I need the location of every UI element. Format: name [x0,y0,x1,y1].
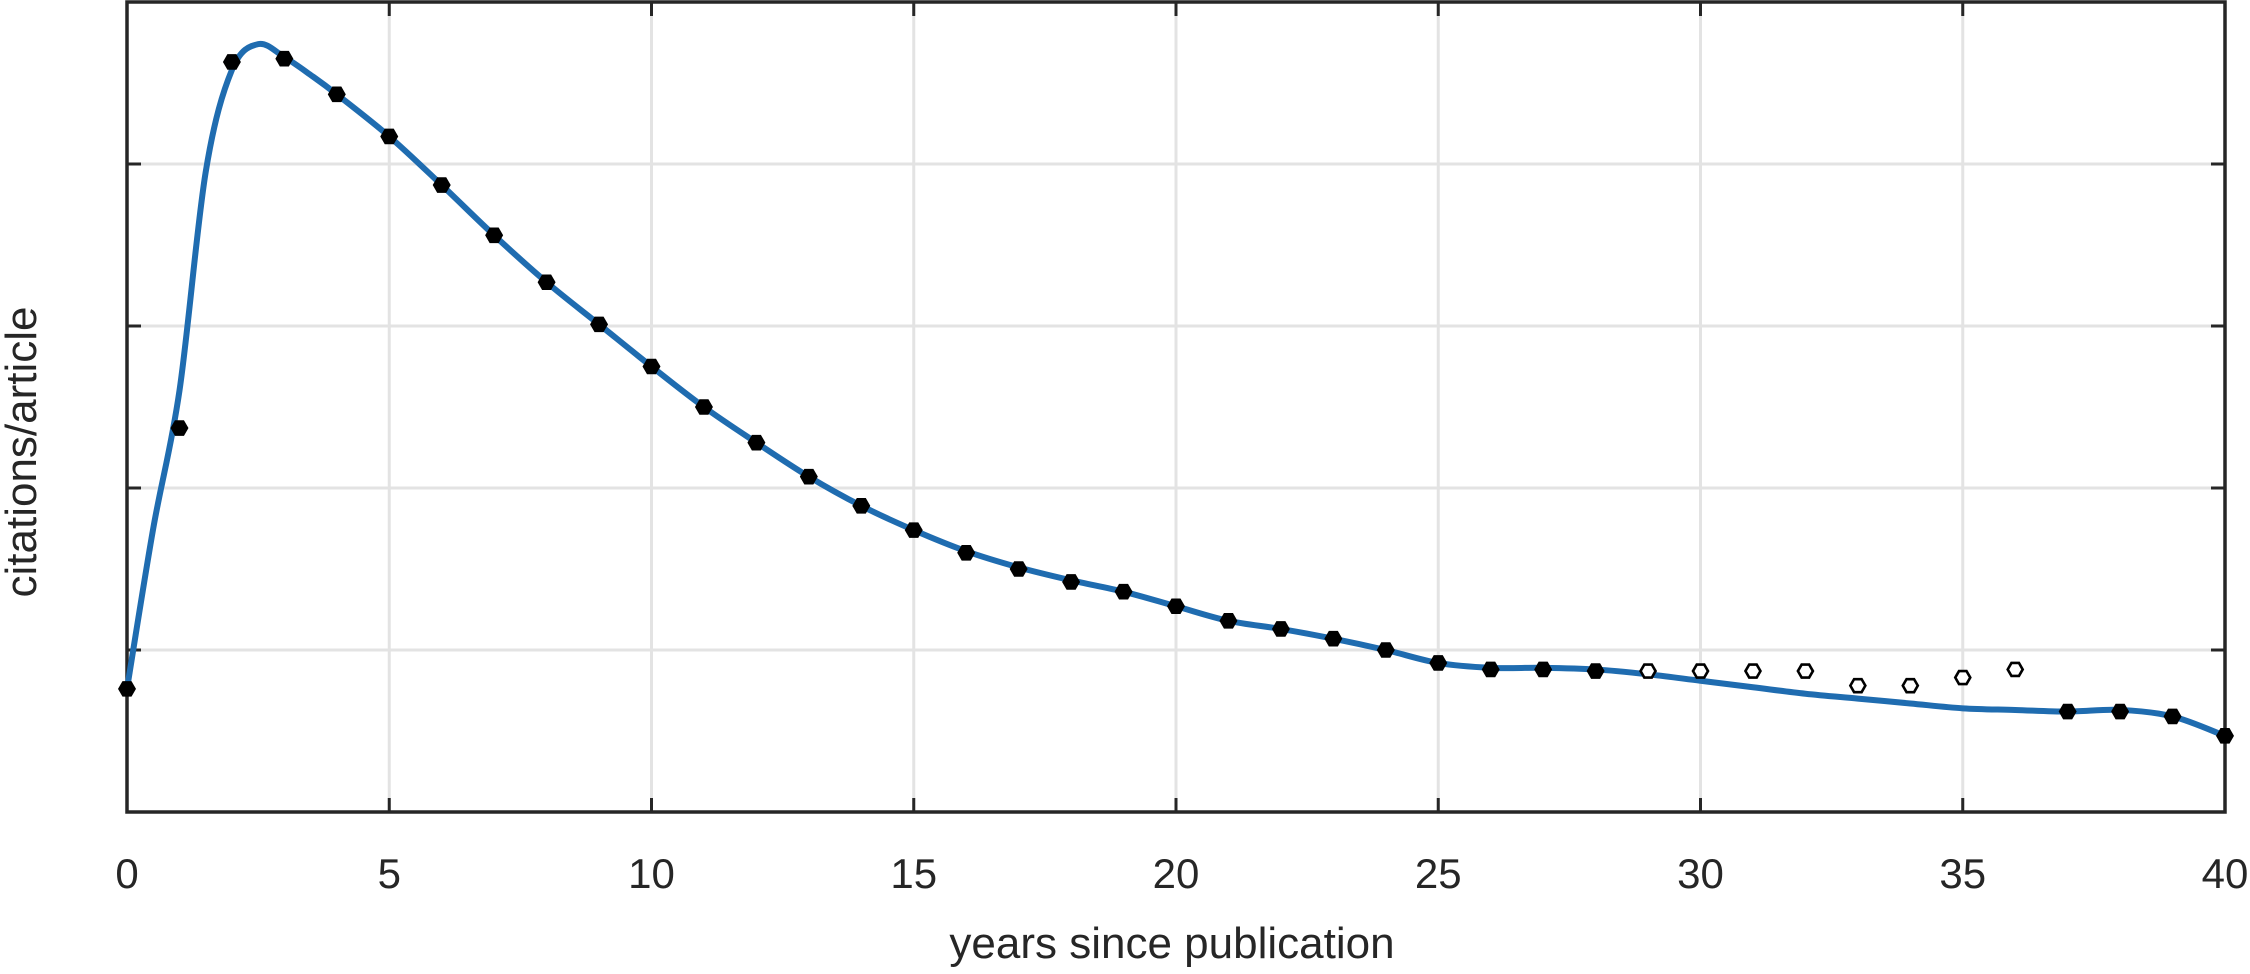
data-point-filled [2163,708,2182,725]
data-point-filled [170,420,189,436]
data-point-filled [2215,728,2235,744]
x-tick-labels: 0 5 10 15 20 25 30 35 40 [115,850,2248,897]
x-tick-label: 0 [115,850,138,897]
grid-layer [127,2,2225,812]
data-point-filled [852,498,871,514]
data-point-open [2006,661,2025,678]
x-tick-label: 35 [1939,850,1986,897]
data-point-filled [1481,661,1500,678]
x-tick-label: 30 [1677,850,1724,897]
data-point-filled [2058,703,2077,720]
data-point-open [1691,663,1710,679]
data-point-filled [275,50,294,67]
x-tick-label: 40 [2202,850,2249,897]
data-point-filled [1009,561,1028,577]
data-point-filled [380,128,399,145]
axes-frame [125,0,2227,814]
x-tick-label: 20 [1153,850,1200,897]
data-point-filled [590,316,609,333]
data-point-open [1848,677,1867,694]
data-point-filled [1271,621,1290,637]
data-point-filled [1429,655,1448,671]
data-point-filled [1166,598,1186,615]
x-tick-label: 15 [890,850,937,897]
data-point-filled [2111,703,2130,720]
marker-layer [117,50,2235,744]
data-point-filled [222,54,241,70]
x-tick-label: 5 [378,850,401,897]
data-point-filled [1324,630,1343,647]
data-point-open [1743,663,1762,679]
data-point-filled [432,177,451,193]
data-point-filled [957,545,976,561]
data-point-filled [1219,613,1238,629]
axes-box [125,0,2227,814]
data-point-filled [1376,642,1395,658]
data-point-filled [485,227,504,244]
data-point-filled [537,274,556,291]
data-point-filled [747,434,766,451]
data-point-filled [694,399,713,415]
data-point-open [1901,677,1920,694]
data-point-filled [799,468,818,485]
data-point-filled [1586,663,1605,679]
data-point-filled [117,681,137,697]
data-point-filled [327,86,346,103]
x-tick-label: 10 [628,850,675,897]
x-axis-label: years since publication [949,919,1394,968]
data-point-open [1953,669,1972,686]
data-point-open [1639,663,1658,679]
x-tick-label: 25 [1415,850,1462,897]
data-point-filled [642,358,661,375]
data-point-filled [1114,583,1133,600]
data-point-filled [1534,661,1553,678]
data-point-filled [904,522,923,538]
data-point-filled [1062,574,1081,590]
data-point-open [1796,663,1815,679]
y-axis-label: citations/article [0,306,46,597]
